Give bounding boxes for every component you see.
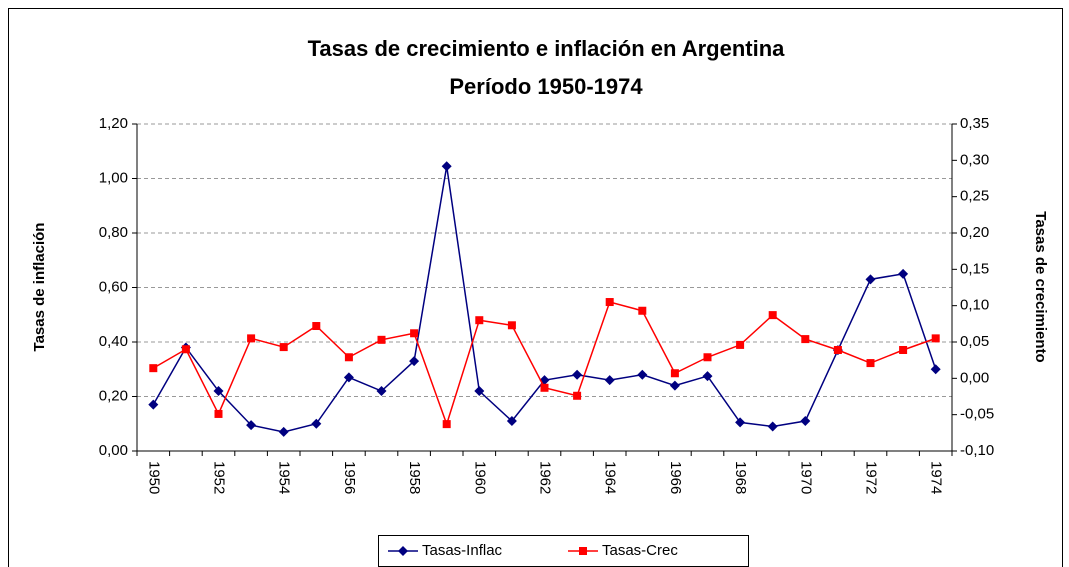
data-point: [344, 353, 353, 362]
data-point: [312, 322, 321, 331]
data-point: [247, 334, 256, 343]
data-point: [833, 345, 842, 354]
data-point: [604, 375, 615, 386]
y2-axis-label: Tasas de crecimiento: [1032, 211, 1049, 362]
x-tick-label: 1960: [471, 461, 488, 494]
data-point: [768, 311, 777, 320]
data-point: [930, 364, 941, 375]
x-tick-label: 1970: [797, 461, 814, 494]
data-point: [736, 340, 745, 349]
data-point: [637, 369, 648, 380]
data-point: [148, 399, 159, 410]
data-point: [703, 353, 712, 362]
chart-title: Tasas de crecimiento e inflación en Arge…: [308, 36, 786, 61]
data-point: [572, 369, 583, 380]
data-point: [573, 391, 582, 400]
x-tick-label: 1974: [928, 461, 945, 494]
data-point: [311, 418, 322, 429]
y2-tick-label: 0,30: [960, 151, 989, 168]
y2-tick-label: 0,15: [960, 260, 989, 277]
data-point: [899, 345, 908, 354]
y-tick-label: 0,20: [99, 387, 128, 404]
data-point: [800, 416, 811, 427]
y-axis-label: Tasas de inflación: [31, 223, 48, 352]
x-tick-label: 1966: [667, 461, 684, 494]
y-tick-label: 0,40: [99, 333, 128, 350]
data-point: [475, 316, 484, 325]
data-point: [442, 420, 451, 429]
y-tick-label: 1,20: [99, 115, 128, 132]
y2-tick-label: 0,35: [960, 115, 989, 132]
legend-label: Tasas-Inflac: [422, 542, 503, 559]
data-point: [767, 421, 778, 432]
data-point: [213, 386, 224, 397]
x-tick-label: 1952: [211, 461, 228, 494]
y-tick-label: 0,80: [99, 224, 128, 241]
x-tick-label: 1954: [276, 461, 293, 494]
data-point: [865, 274, 876, 285]
x-tick-label: 1958: [406, 461, 423, 494]
data-point: [343, 372, 354, 383]
data-point: [669, 380, 680, 391]
y2-tick-label: -0,05: [960, 406, 994, 423]
x-tick-label: 1950: [145, 461, 162, 494]
y2-tick-label: 0,10: [960, 297, 989, 314]
x-tick-label: 1962: [537, 461, 554, 494]
y-tick-label: 0,60: [99, 278, 128, 295]
data-point: [181, 345, 190, 354]
data-point: [410, 329, 419, 338]
x-tick-label: 1956: [341, 461, 358, 494]
data-point: [735, 417, 746, 428]
data-point: [507, 321, 516, 330]
data-point: [441, 161, 452, 172]
data-point: [409, 356, 420, 367]
data-point: [638, 306, 647, 315]
data-point: [866, 359, 875, 368]
data-point: [376, 386, 387, 397]
y2-tick-label: 0,25: [960, 188, 989, 205]
y2-tick-label: 0,05: [960, 333, 989, 350]
data-point: [506, 416, 517, 427]
x-tick-label: 1968: [732, 461, 749, 494]
legend-box: [378, 535, 749, 567]
data-point: [801, 335, 810, 344]
x-tick-label: 1972: [863, 461, 880, 494]
data-point: [377, 335, 386, 344]
data-point: [898, 268, 909, 279]
data-point: [540, 383, 549, 392]
data-point: [702, 371, 713, 382]
data-point: [605, 298, 614, 307]
data-point: [279, 343, 288, 352]
legend-marker: [579, 547, 587, 555]
legend-label: Tasas-Crec: [602, 542, 678, 559]
y2-tick-label: -0,10: [960, 442, 994, 459]
chart-subtitle: Período 1950-1974: [449, 74, 643, 99]
y-tick-label: 0,00: [99, 442, 128, 459]
data-point: [246, 420, 257, 431]
data-point: [670, 369, 679, 378]
data-point: [278, 426, 289, 437]
data-point: [474, 386, 485, 397]
y2-tick-label: 0,20: [960, 224, 989, 241]
x-tick-label: 1964: [602, 461, 619, 494]
y2-tick-label: 0,00: [960, 369, 989, 386]
y-tick-label: 1,00: [99, 169, 128, 186]
data-point: [214, 409, 223, 418]
data-point: [931, 334, 940, 343]
data-point: [149, 364, 158, 373]
legend-marker: [398, 546, 408, 556]
